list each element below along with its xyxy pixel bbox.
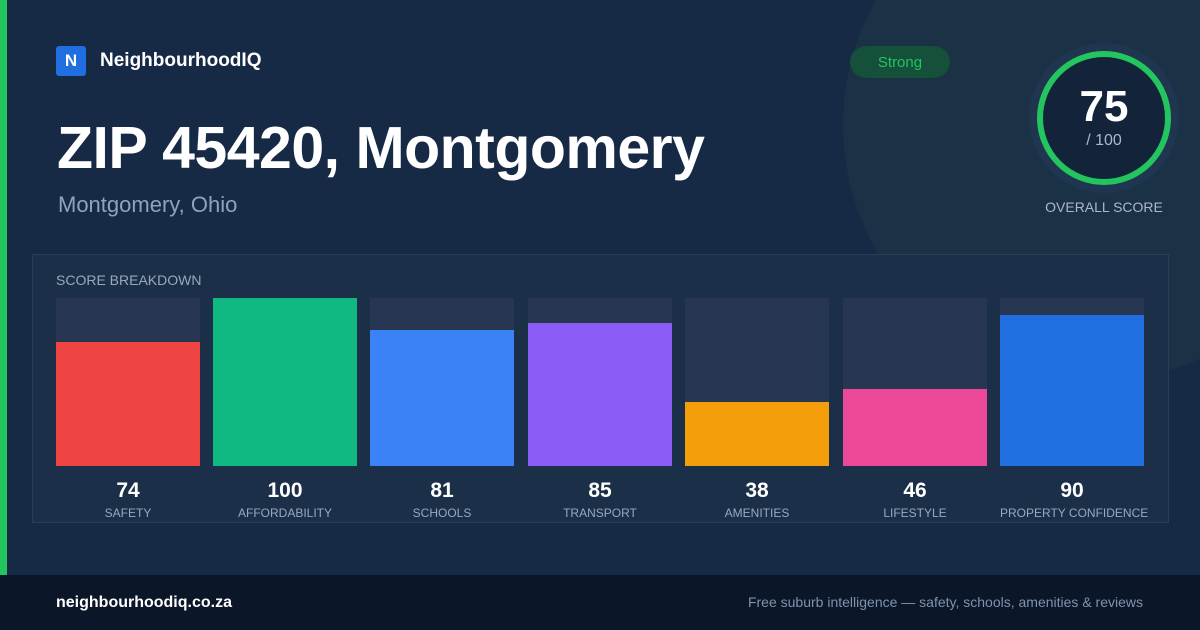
bar-label: LIFESTYLE: [883, 506, 947, 520]
bar-fill: [56, 341, 200, 466]
brand-name: NeighbourhoodIQ: [100, 50, 262, 71]
overall-score-value: 75: [1079, 82, 1129, 131]
status-badge: Strong: [850, 46, 950, 78]
bar-value: 38: [745, 479, 769, 502]
bar-track: [1000, 298, 1144, 466]
bar-value: 100: [267, 479, 303, 502]
bar-property-confidence: 90 PROPERTY CONFIDENCE: [1000, 298, 1149, 520]
bar-fill: [685, 402, 829, 466]
bar-track: [528, 298, 672, 466]
bar-track: [843, 298, 987, 466]
footer: neighbourhoodiq.co.za Free suburb intell…: [0, 575, 1200, 630]
bar-value: 85: [588, 479, 612, 502]
score-breakdown-panel: SCORE BREAKDOWN 74 SAFETY 100 AFFORDABIL…: [32, 254, 1169, 523]
bar-safety: 74 SAFETY: [56, 298, 200, 520]
page-subtitle: Montgomery, Ohio: [58, 192, 238, 217]
bar-value: 81: [430, 479, 454, 502]
accent-bar: [0, 0, 7, 575]
bar-amenities: 38 AMENITIES: [685, 298, 829, 520]
bar-value: 90: [1060, 479, 1084, 502]
bar-label: SCHOOLS: [412, 506, 472, 520]
bar-schools: 81 SCHOOLS: [370, 298, 514, 520]
overall-score-max: / 100: [1086, 132, 1122, 149]
bar-track: [370, 298, 514, 466]
score-ring-arc: [1037, 51, 1171, 185]
bar-track: [685, 298, 829, 466]
bar-label: PROPERTY CONFIDENCE: [1000, 506, 1149, 520]
brand[interactable]: N NeighbourhoodIQ: [56, 46, 261, 76]
breakdown-title: SCORE BREAKDOWN: [56, 272, 202, 288]
bar-value: 74: [116, 479, 140, 502]
bar-lifestyle: 46 LIFESTYLE: [843, 298, 987, 520]
bar-track: [213, 298, 357, 466]
bar-affordability: 100 AFFORDABILITY: [213, 298, 357, 520]
bar-label: AFFORDABILITY: [237, 506, 332, 520]
bar-fill: [370, 329, 514, 466]
bar-transport: 85 TRANSPORT: [528, 298, 672, 520]
overall-score-label: OVERALL SCORE: [1045, 199, 1163, 215]
bar-track: [56, 298, 200, 466]
bar-label: AMENITIES: [724, 506, 790, 520]
bar-value: 46: [903, 479, 927, 502]
footer-site-link[interactable]: neighbourhoodiq.co.za: [56, 594, 232, 611]
footer-tagline: Free suburb intelligence — safety, schoo…: [747, 594, 1143, 610]
brand-logo-icon: N: [56, 46, 86, 76]
bar-label: TRANSPORT: [563, 506, 637, 520]
page-title: ZIP 45420, Montgomery: [57, 115, 705, 181]
bar-label: SAFETY: [104, 506, 152, 520]
bar-fill: [213, 298, 357, 466]
overall-score-ring: [1029, 43, 1179, 193]
bar-fill: [528, 323, 672, 466]
bar-fill: [1000, 314, 1144, 466]
bar-fill: [843, 388, 987, 466]
